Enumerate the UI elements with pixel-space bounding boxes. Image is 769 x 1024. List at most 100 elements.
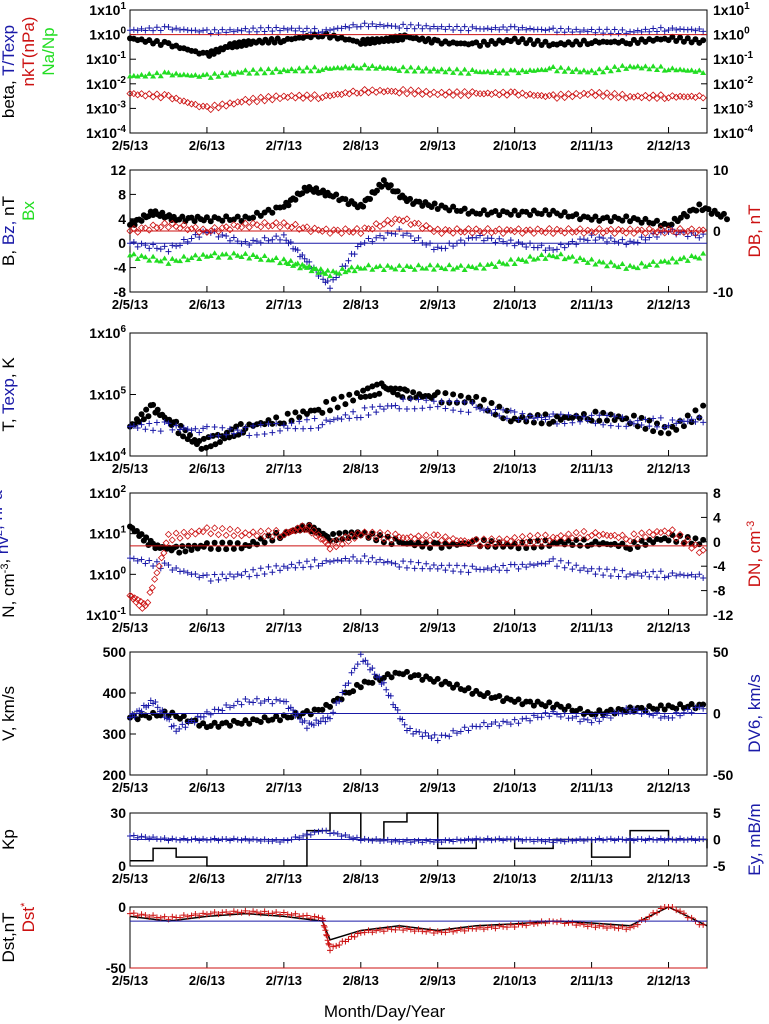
data-point (160, 549, 168, 557)
data-point (511, 409, 518, 416)
data-point (530, 921, 537, 928)
data-point (653, 262, 660, 268)
data-point (653, 837, 660, 844)
data-point (700, 231, 707, 238)
data-point (357, 65, 364, 71)
data-point (607, 234, 614, 241)
data-point (234, 26, 241, 33)
data-point (234, 252, 241, 258)
data-point (330, 943, 337, 950)
data-point (445, 226, 453, 235)
data-point (619, 923, 626, 930)
y-tick-label: 1x100 (89, 565, 126, 582)
data-point (149, 93, 157, 101)
data-point (300, 68, 307, 74)
data-point (218, 524, 226, 533)
data-point (569, 253, 576, 259)
data-point (346, 415, 353, 422)
data-point (488, 26, 495, 33)
data-point (680, 539, 687, 546)
data-point (415, 396, 422, 403)
data-point (427, 68, 434, 74)
y-axis-label-3: Na/Np (39, 27, 58, 75)
data-point (367, 393, 374, 400)
data-point (360, 203, 367, 210)
data-point (280, 25, 287, 32)
data-point (384, 529, 392, 537)
y-tick-label: 1x10-2 (86, 75, 126, 92)
data-point (296, 65, 303, 71)
data-point (295, 225, 303, 233)
data-point (523, 545, 530, 552)
data-point (299, 252, 306, 259)
data-point (468, 88, 476, 96)
data-point (388, 926, 395, 933)
data-point (684, 572, 691, 579)
data-point (530, 702, 537, 709)
data-point (480, 207, 487, 214)
data-point (407, 926, 414, 933)
right-tick-label: 1x101 (713, 1, 750, 18)
data-point (215, 706, 222, 713)
data-point (296, 913, 303, 920)
data-point (626, 225, 634, 233)
data-point (342, 269, 349, 275)
data-point (414, 219, 423, 228)
data-point (576, 92, 584, 100)
data-point (176, 725, 183, 732)
data-point (619, 540, 626, 547)
data-point (253, 541, 260, 548)
data-point (277, 567, 284, 574)
y-tick-label: 1x101 (89, 525, 126, 542)
x-tick-label: 2/6/13 (189, 297, 225, 312)
x-tick-label: 2/8/13 (343, 297, 379, 312)
data-point (336, 530, 343, 537)
data-point (392, 837, 399, 844)
data-point (492, 263, 499, 269)
data-point (342, 529, 349, 536)
data-point (165, 69, 172, 75)
data-point (188, 254, 195, 260)
data-point (457, 262, 464, 268)
data-point (557, 411, 564, 418)
data-point (700, 575, 707, 582)
data-point (599, 530, 607, 538)
data-point (350, 408, 357, 415)
x-tick-label: 2/9/13 (420, 138, 456, 153)
data-point (615, 67, 622, 73)
data-point (692, 573, 699, 580)
data-point (461, 927, 468, 934)
data-point (261, 70, 268, 76)
data-point (384, 22, 391, 29)
data-point (653, 217, 660, 224)
data-point (438, 88, 446, 96)
data-point (630, 837, 637, 844)
data-point (419, 68, 426, 74)
data-point (453, 225, 461, 233)
data-point (277, 911, 284, 918)
data-point (388, 264, 395, 270)
data-point (250, 699, 257, 706)
data-point (696, 414, 703, 421)
data-point (646, 234, 653, 241)
data-point (300, 564, 307, 571)
data-point (195, 527, 203, 535)
data-point (603, 417, 610, 424)
data-point (376, 222, 384, 230)
data-point (603, 89, 611, 97)
data-point (507, 407, 514, 414)
data-point (683, 213, 690, 220)
x-tick-label: 2/9/13 (420, 871, 456, 886)
data-point (265, 66, 272, 72)
data-point (338, 416, 345, 423)
data-point (577, 28, 584, 35)
data-point (361, 835, 368, 842)
data-point (415, 234, 422, 241)
right-tick-label: 1x10-1 (713, 50, 753, 67)
data-point (442, 245, 449, 252)
data-point (611, 924, 618, 931)
data-point (491, 540, 499, 548)
data-point (334, 226, 342, 234)
data-point (600, 837, 607, 844)
data-point (465, 835, 472, 842)
